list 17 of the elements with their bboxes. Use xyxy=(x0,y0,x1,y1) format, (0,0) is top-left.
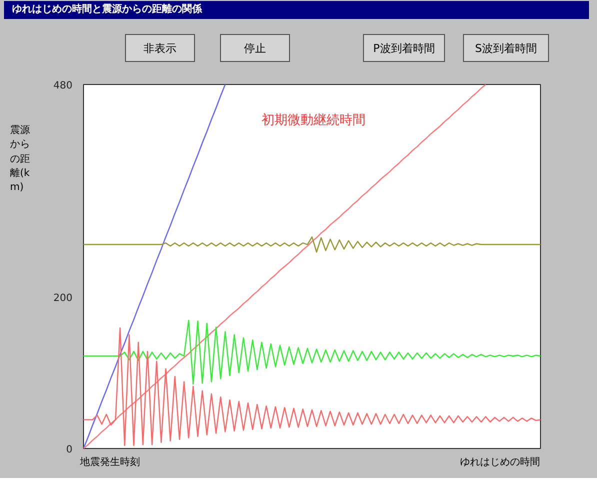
text: P波到着時間 xyxy=(363,34,445,62)
y-axis-title: 震源からの距離(km) xyxy=(9,124,31,196)
line-series xyxy=(84,320,540,385)
line-series xyxy=(84,84,226,448)
text: 停止 xyxy=(220,34,290,62)
y-tick-label: 0 xyxy=(66,444,73,456)
chart-title: ゆれはじめの時間と震源からの距離の関係 xyxy=(4,1,589,19)
x-axis-title: ゆれはじめの時間 xyxy=(460,456,540,470)
line-series xyxy=(84,327,540,446)
text: 非表示 xyxy=(125,34,195,62)
annotation: 初期微動継続時間 xyxy=(262,113,366,128)
line-series xyxy=(84,84,486,448)
y-tick-label: 480 xyxy=(53,80,73,92)
text: 地震発生時刻 xyxy=(80,456,140,470)
text: S波到着時間 xyxy=(463,34,549,62)
y-tick-label: 200 xyxy=(53,292,73,304)
line-series xyxy=(84,236,540,253)
